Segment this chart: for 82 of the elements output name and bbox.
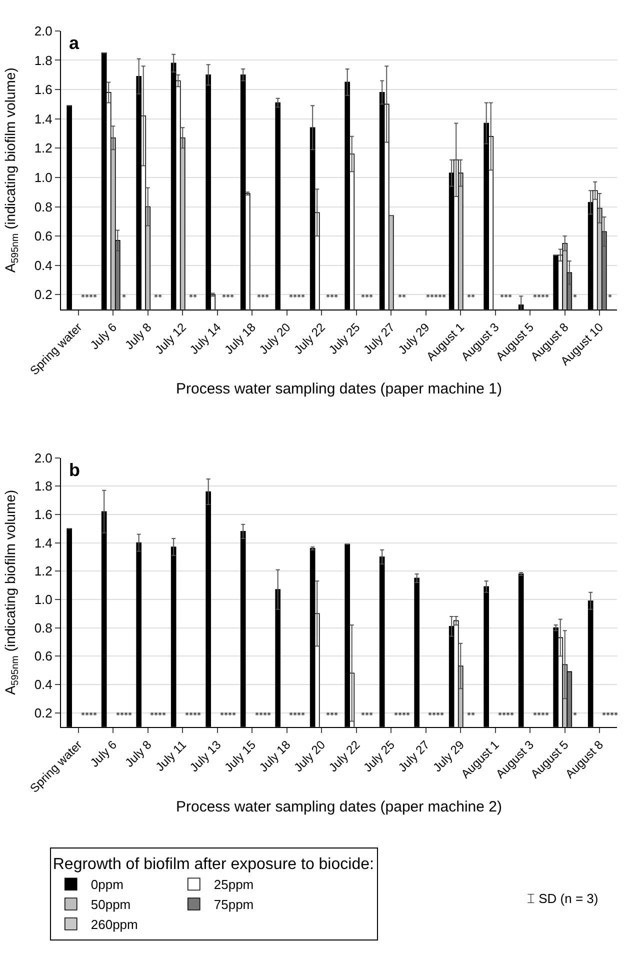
annotation: *** bbox=[257, 293, 269, 302]
x-tick-label: July 18 bbox=[222, 320, 259, 357]
y-tick-label: 2.0 bbox=[34, 23, 52, 38]
annotation: **** bbox=[533, 293, 549, 302]
annotation: ***** bbox=[426, 293, 446, 302]
x-tick-label: July 8 bbox=[122, 320, 154, 352]
y-tick-label: 1.6 bbox=[34, 82, 52, 98]
x-tick-label: July 25 bbox=[326, 320, 363, 357]
annotation: *** bbox=[361, 293, 373, 302]
annotation: ** bbox=[467, 293, 475, 302]
annotation: **** bbox=[498, 711, 514, 720]
x-tick-label: July 6 bbox=[87, 320, 120, 352]
annotation: * bbox=[573, 711, 577, 720]
x-tick-label: July 20 bbox=[256, 320, 294, 357]
annotation: **** bbox=[185, 711, 201, 720]
annotation: **** bbox=[289, 711, 305, 720]
legend-label: 0ppm bbox=[90, 877, 124, 892]
y-tick-label: 2.0 bbox=[34, 450, 52, 466]
legend-title: Regrowth of biofilm after exposure to biocide: bbox=[52, 856, 374, 874]
annotation: **** bbox=[255, 711, 271, 720]
annotation: **** bbox=[428, 711, 444, 720]
x-axis-title: Process water sampling dates (paper machine 1) bbox=[176, 380, 502, 398]
annotation: **** bbox=[116, 711, 132, 720]
y-tick-label: 1.0 bbox=[34, 592, 52, 607]
x-tick-label: July 22 bbox=[326, 738, 363, 775]
x-tick-label: July 11 bbox=[152, 738, 190, 774]
chart-title: a bbox=[69, 33, 80, 53]
y-tick-label: 0.2 bbox=[34, 287, 52, 302]
x-tick-label: July 25 bbox=[360, 738, 398, 775]
x-tick-label: July 8 bbox=[122, 738, 154, 770]
annotation: ** bbox=[467, 711, 475, 720]
y-tick-label: 0.6 bbox=[34, 648, 52, 664]
annotation: *** bbox=[326, 293, 338, 302]
chart-title: b bbox=[69, 460, 80, 480]
annotation: *** bbox=[326, 711, 338, 720]
y-tick-label: 1.4 bbox=[34, 535, 52, 550]
y-tick-label: 1.4 bbox=[34, 111, 52, 126]
legend-label: 25ppm bbox=[214, 877, 254, 892]
annotation: * bbox=[608, 293, 612, 302]
annotation: *** bbox=[361, 711, 373, 720]
x-tick-label: July 6 bbox=[87, 738, 120, 770]
annotation: **** bbox=[81, 293, 97, 302]
legend-label: 260ppm bbox=[90, 916, 138, 932]
y-tick-label: 0.8 bbox=[34, 199, 52, 214]
annotation: * bbox=[122, 293, 126, 302]
annotation: **** bbox=[150, 711, 166, 720]
y-tick-label: 1.2 bbox=[34, 564, 52, 579]
x-tick-label: July 13 bbox=[186, 738, 224, 775]
x-tick-label: July 27 bbox=[360, 320, 398, 357]
y-tick-label: 0.4 bbox=[34, 676, 52, 692]
y-tick-label: 1.0 bbox=[34, 170, 52, 185]
annotation: **** bbox=[220, 711, 236, 720]
legend-label: 50ppm bbox=[90, 897, 131, 912]
annotation: **** bbox=[289, 293, 305, 302]
annotation: **** bbox=[394, 711, 410, 720]
legend-label: 75ppm bbox=[214, 897, 254, 912]
x-tick-label: July 12 bbox=[152, 320, 190, 357]
x-tick-label: July 20 bbox=[291, 738, 328, 775]
annotation: **** bbox=[602, 711, 618, 720]
x-tick-label: July 15 bbox=[222, 738, 259, 775]
x-tick-label: July 22 bbox=[291, 320, 328, 357]
y-tick-label: 1.8 bbox=[34, 52, 52, 68]
x-tick-label: July 18 bbox=[256, 738, 294, 775]
y-tick-label: 1.2 bbox=[34, 140, 52, 156]
y-tick-label: 0.2 bbox=[34, 705, 52, 720]
annotation: ** bbox=[398, 293, 406, 302]
y-tick-label: 1.8 bbox=[34, 478, 52, 494]
x-tick-label: July 14 bbox=[186, 320, 224, 357]
text: ⌶ SD (n = 3) bbox=[527, 891, 598, 906]
x-tick-label: July 27 bbox=[395, 738, 432, 775]
y-tick-label: 0.4 bbox=[34, 258, 52, 273]
annotation: ** bbox=[154, 293, 162, 302]
annotation: ** bbox=[189, 293, 197, 302]
y-tick-label: 0.8 bbox=[34, 620, 52, 636]
annotation: *** bbox=[222, 293, 234, 302]
annotation: **** bbox=[533, 711, 549, 720]
y-tick-label: 0.6 bbox=[34, 228, 52, 244]
y-tick-label: 1.6 bbox=[34, 507, 52, 522]
annotation: * bbox=[573, 293, 577, 302]
annotation: *** bbox=[500, 293, 512, 302]
x-axis-title: Process water sampling dates (paper machine 2) bbox=[176, 798, 502, 816]
annotation: **** bbox=[81, 711, 97, 720]
